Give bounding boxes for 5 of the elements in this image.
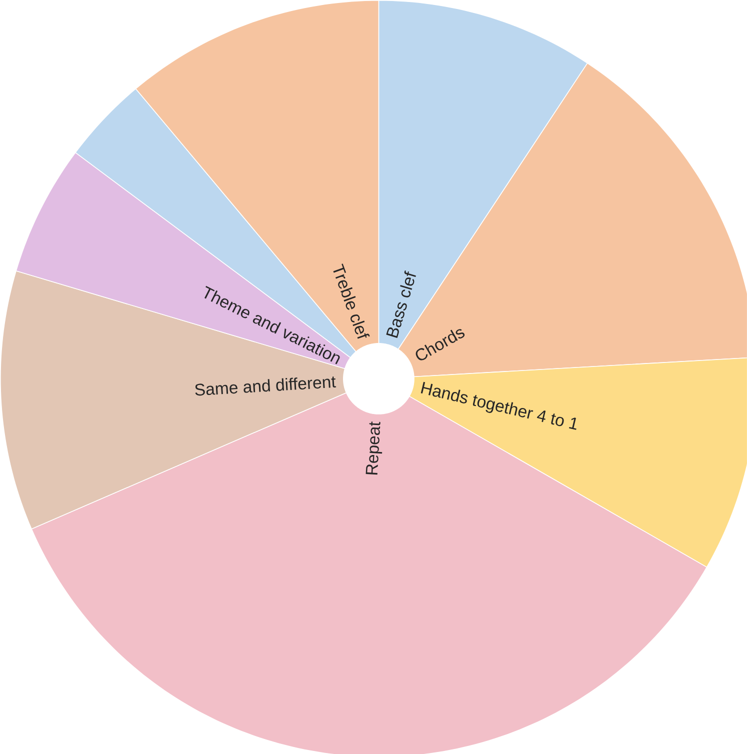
slice-label: Bass clef bbox=[386, 270, 416, 338]
slice-label: Hands together 4 to 1 bbox=[420, 382, 576, 430]
slice-label: Repeat bbox=[366, 422, 382, 475]
slice-label: Same and different bbox=[195, 376, 336, 396]
slice-label: Treble clef bbox=[333, 264, 370, 339]
